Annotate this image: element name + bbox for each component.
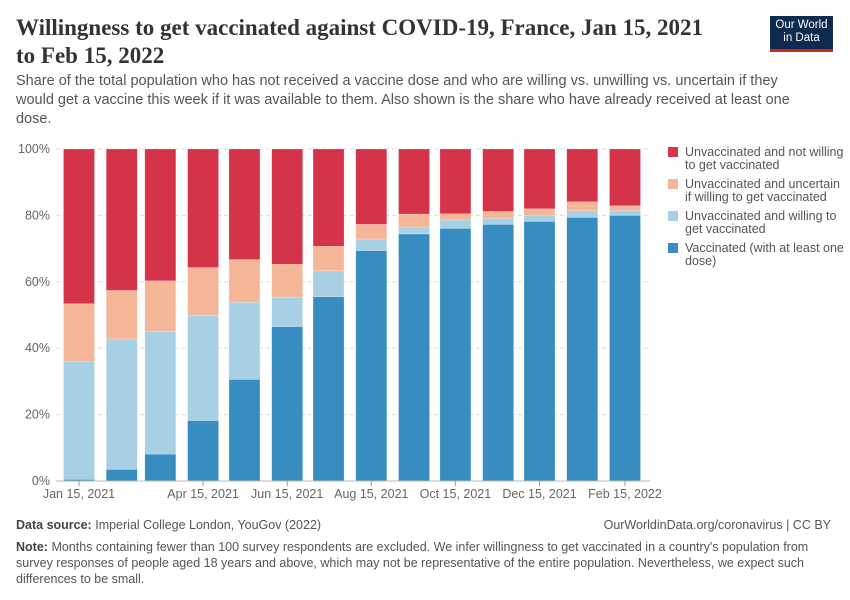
- y-tick-label: 60%: [25, 275, 50, 289]
- legend-label: Unvaccinated and uncertain if willing to…: [685, 177, 840, 204]
- legend-swatch: [668, 243, 678, 253]
- bar-segment: [398, 148, 430, 215]
- bar-segment: [228, 259, 261, 303]
- y-tick-label: 0%: [32, 474, 50, 488]
- bar-segment: [523, 215, 556, 222]
- legend-label: Vaccinated (with at least one dose): [685, 241, 844, 268]
- x-tick-label: Feb 15, 2022: [588, 487, 662, 501]
- bar-segment: [312, 270, 345, 297]
- legend-label: Unvaccinated and willing to get vaccinat…: [685, 209, 837, 236]
- bar-segment: [312, 148, 345, 247]
- legend-swatch: [668, 179, 678, 189]
- bar-segment: [187, 420, 219, 482]
- bar-segment: [439, 219, 472, 229]
- bar-segment: [355, 238, 388, 251]
- y-tick-label: 80%: [25, 208, 50, 222]
- legend-item-unwilling[interactable]: Unvaccinated and not willing to get vacc…: [668, 146, 848, 172]
- bar-segment: [566, 217, 599, 482]
- chart-title: Willingness to get vaccinated against CO…: [16, 15, 704, 68]
- bar-segment: [312, 296, 345, 482]
- legend-item-uncertain[interactable]: Unvaccinated and uncertain if willing to…: [668, 178, 848, 204]
- bar-segment: [105, 148, 138, 291]
- bar-segment: [355, 250, 388, 482]
- bar-segment: [609, 148, 641, 207]
- bar-segment: [355, 148, 388, 225]
- data-source: Data source: Imperial College London, Yo…: [16, 518, 321, 532]
- source-url[interactable]: OurWorldinData.org/coronavirus | CC BY: [603, 518, 831, 532]
- bar-segment: [523, 148, 556, 210]
- bar-segment: [566, 201, 599, 212]
- legend-label: Unvaccinated and not willing to get vacc…: [685, 145, 844, 172]
- bar-segment: [271, 263, 303, 298]
- bar-segment: [566, 210, 599, 218]
- bar-segment: [482, 218, 514, 225]
- y-tick-label: 20%: [25, 408, 50, 422]
- bar-segment: [482, 211, 514, 219]
- bar-segment: [187, 148, 219, 268]
- bar-segment: [228, 302, 261, 380]
- bar-segment: [482, 224, 514, 482]
- bar-segment: [144, 148, 177, 282]
- note-text: Months containing fewer than 100 survey …: [16, 540, 809, 586]
- bar-segment: [63, 361, 95, 480]
- bar-segment: [271, 326, 303, 482]
- bar-segment: [271, 148, 303, 265]
- bar-segment: [187, 267, 219, 316]
- source-text: Imperial College London, YouGov (2022): [95, 518, 322, 532]
- bar-segment: [63, 148, 95, 304]
- bar-segment: [609, 205, 641, 211]
- bar-segment: [312, 246, 345, 272]
- bar-segment: [355, 224, 388, 240]
- bar-segment: [271, 296, 303, 327]
- bar-segment: [439, 228, 472, 482]
- note: Note: Months containing fewer than 100 s…: [16, 539, 836, 587]
- bar-segment: [144, 331, 177, 455]
- legend-swatch: [668, 147, 678, 157]
- note-label: Note:: [16, 540, 48, 554]
- x-tick-label: Aug 15, 2021: [334, 487, 408, 501]
- legend-item-willing[interactable]: Unvaccinated and willing to get vaccinat…: [668, 210, 848, 236]
- bar-segment: [398, 233, 430, 482]
- bar-segment: [609, 210, 641, 216]
- bar-segment: [105, 338, 138, 470]
- owid-logo[interactable]: Our World in Data: [770, 16, 833, 52]
- bar-segment: [398, 226, 430, 235]
- bar-segment: [144, 280, 177, 332]
- bar-segment: [63, 303, 95, 362]
- bar-segment: [523, 221, 556, 482]
- bar-segment: [105, 290, 138, 340]
- bar-segment: [398, 213, 430, 228]
- x-tick-label: Jan 15, 2021: [43, 487, 115, 501]
- bar-segment: [566, 148, 599, 203]
- x-tick-label: Apr 15, 2021: [167, 487, 239, 501]
- bar-segment: [228, 148, 261, 260]
- bar-segment: [105, 469, 138, 482]
- legend-item-vaccinated[interactable]: Vaccinated (with at least one dose): [668, 242, 848, 268]
- chart-subtitle: Share of the total population who has no…: [16, 73, 790, 127]
- x-tick-label: Oct 15, 2021: [420, 487, 492, 501]
- bar-segment: [439, 213, 472, 221]
- bar-segment: [439, 148, 472, 214]
- bar-segment: [523, 208, 556, 216]
- x-tick-label: Jun 15, 2021: [251, 487, 323, 501]
- x-tick-label: Dec 15, 2021: [502, 487, 576, 501]
- source-label: Data source:: [16, 518, 92, 532]
- bar-segment: [609, 215, 641, 482]
- bar-segment: [482, 148, 514, 212]
- bar-segment: [144, 453, 177, 482]
- y-tick-label: 100%: [18, 142, 50, 156]
- y-tick-label: 40%: [25, 341, 50, 355]
- legend: Unvaccinated and not willing to get vacc…: [668, 146, 848, 274]
- bar-segment: [228, 379, 261, 482]
- bar-segment: [187, 315, 219, 421]
- legend-swatch: [668, 211, 678, 221]
